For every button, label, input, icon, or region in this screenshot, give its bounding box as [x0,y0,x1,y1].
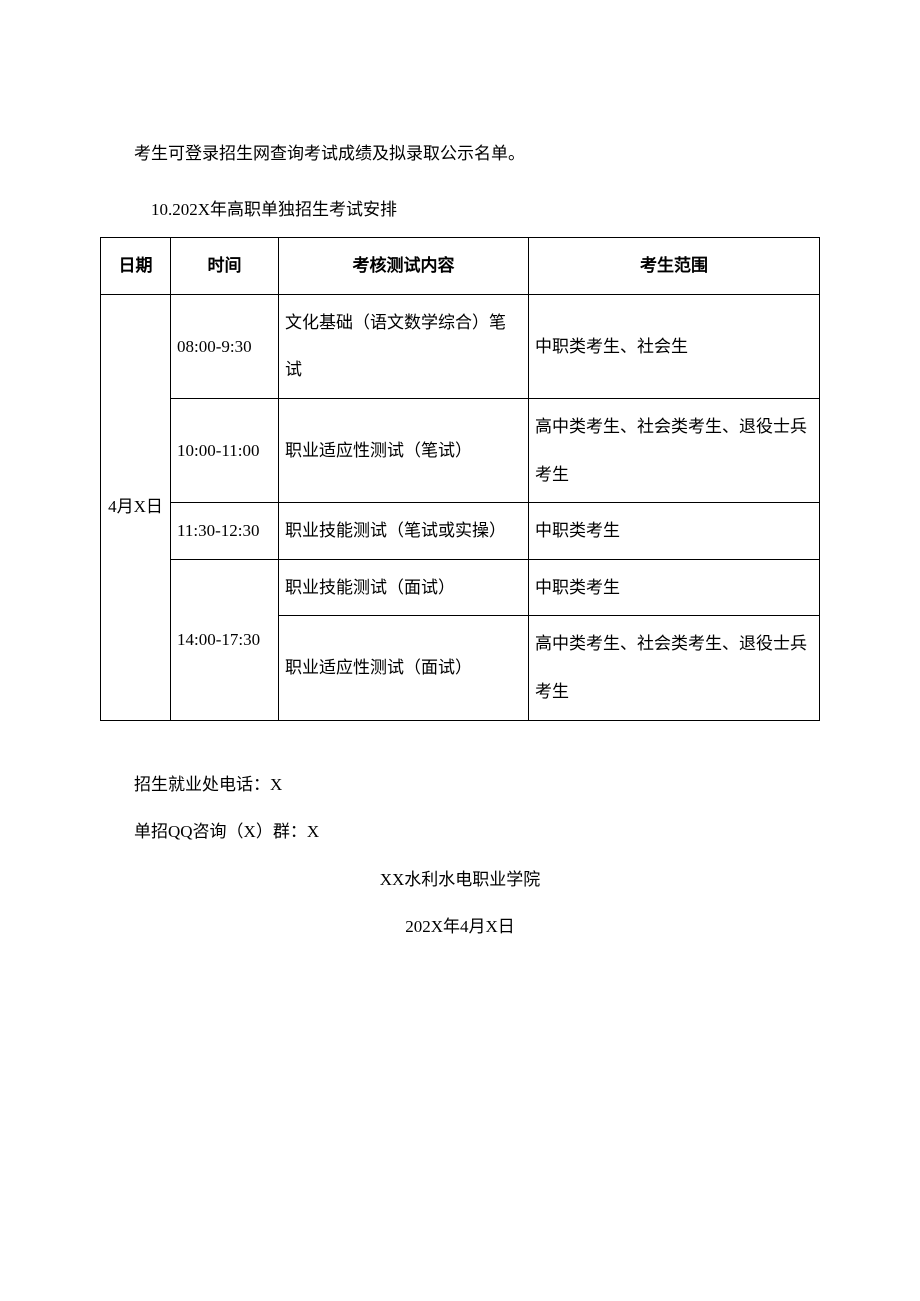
cell-scope: 高中类考生、社会类考生、退役士兵考生 [529,616,820,720]
header-date: 日期 [101,238,171,295]
cell-scope: 中职类考生 [529,559,820,616]
intro-text: 考生可登录招生网查询考试成绩及拟录取公示名单。 [100,130,820,178]
schedule-table: 日期 时间 考核测试内容 考生范围 4月X日 08:00-9:30 文化基础（语… [100,237,820,720]
cell-content: 职业技能测试（笔试或实操） [279,503,529,560]
table-row: 14:00-17:30 职业技能测试（面试） 中职类考生 [101,559,820,616]
signature-date: 202X年4月X日 [100,903,820,951]
cell-content: 职业技能测试（面试） [279,559,529,616]
cell-date: 4月X日 [101,294,171,720]
cell-scope: 中职类考生 [529,503,820,560]
cell-time: 11:30-12:30 [171,503,279,560]
cell-scope: 高中类考生、社会类考生、退役士兵考生 [529,398,820,502]
header-content: 考核测试内容 [279,238,529,295]
header-time: 时间 [171,238,279,295]
cell-time: 14:00-17:30 [171,559,279,720]
schedule-title: 10.202X年高职单独招生考试安排 [100,186,820,234]
contact-block: 招生就业处电话：X 单招QQ咨询（X）群：X XX水利水电职业学院 202X年4… [100,761,820,951]
table-header-row: 日期 时间 考核测试内容 考生范围 [101,238,820,295]
signature-org: XX水利水电职业学院 [100,856,820,904]
header-scope: 考生范围 [529,238,820,295]
cell-time: 10:00-11:00 [171,398,279,502]
cell-time: 08:00-9:30 [171,294,279,398]
table-row: 11:30-12:30 职业技能测试（笔试或实操） 中职类考生 [101,503,820,560]
table-row: 4月X日 08:00-9:30 文化基础（语文数学综合）笔试 中职类考生、社会生 [101,294,820,398]
cell-content: 职业适应性测试（笔试） [279,398,529,502]
cell-scope: 中职类考生、社会生 [529,294,820,398]
table-row: 10:00-11:00 职业适应性测试（笔试） 高中类考生、社会类考生、退役士兵… [101,398,820,502]
phone-line: 招生就业处电话：X [100,761,820,809]
cell-content: 职业适应性测试（面试） [279,616,529,720]
cell-content: 文化基础（语文数学综合）笔试 [279,294,529,398]
qq-line: 单招QQ咨询（X）群：X [100,808,820,856]
